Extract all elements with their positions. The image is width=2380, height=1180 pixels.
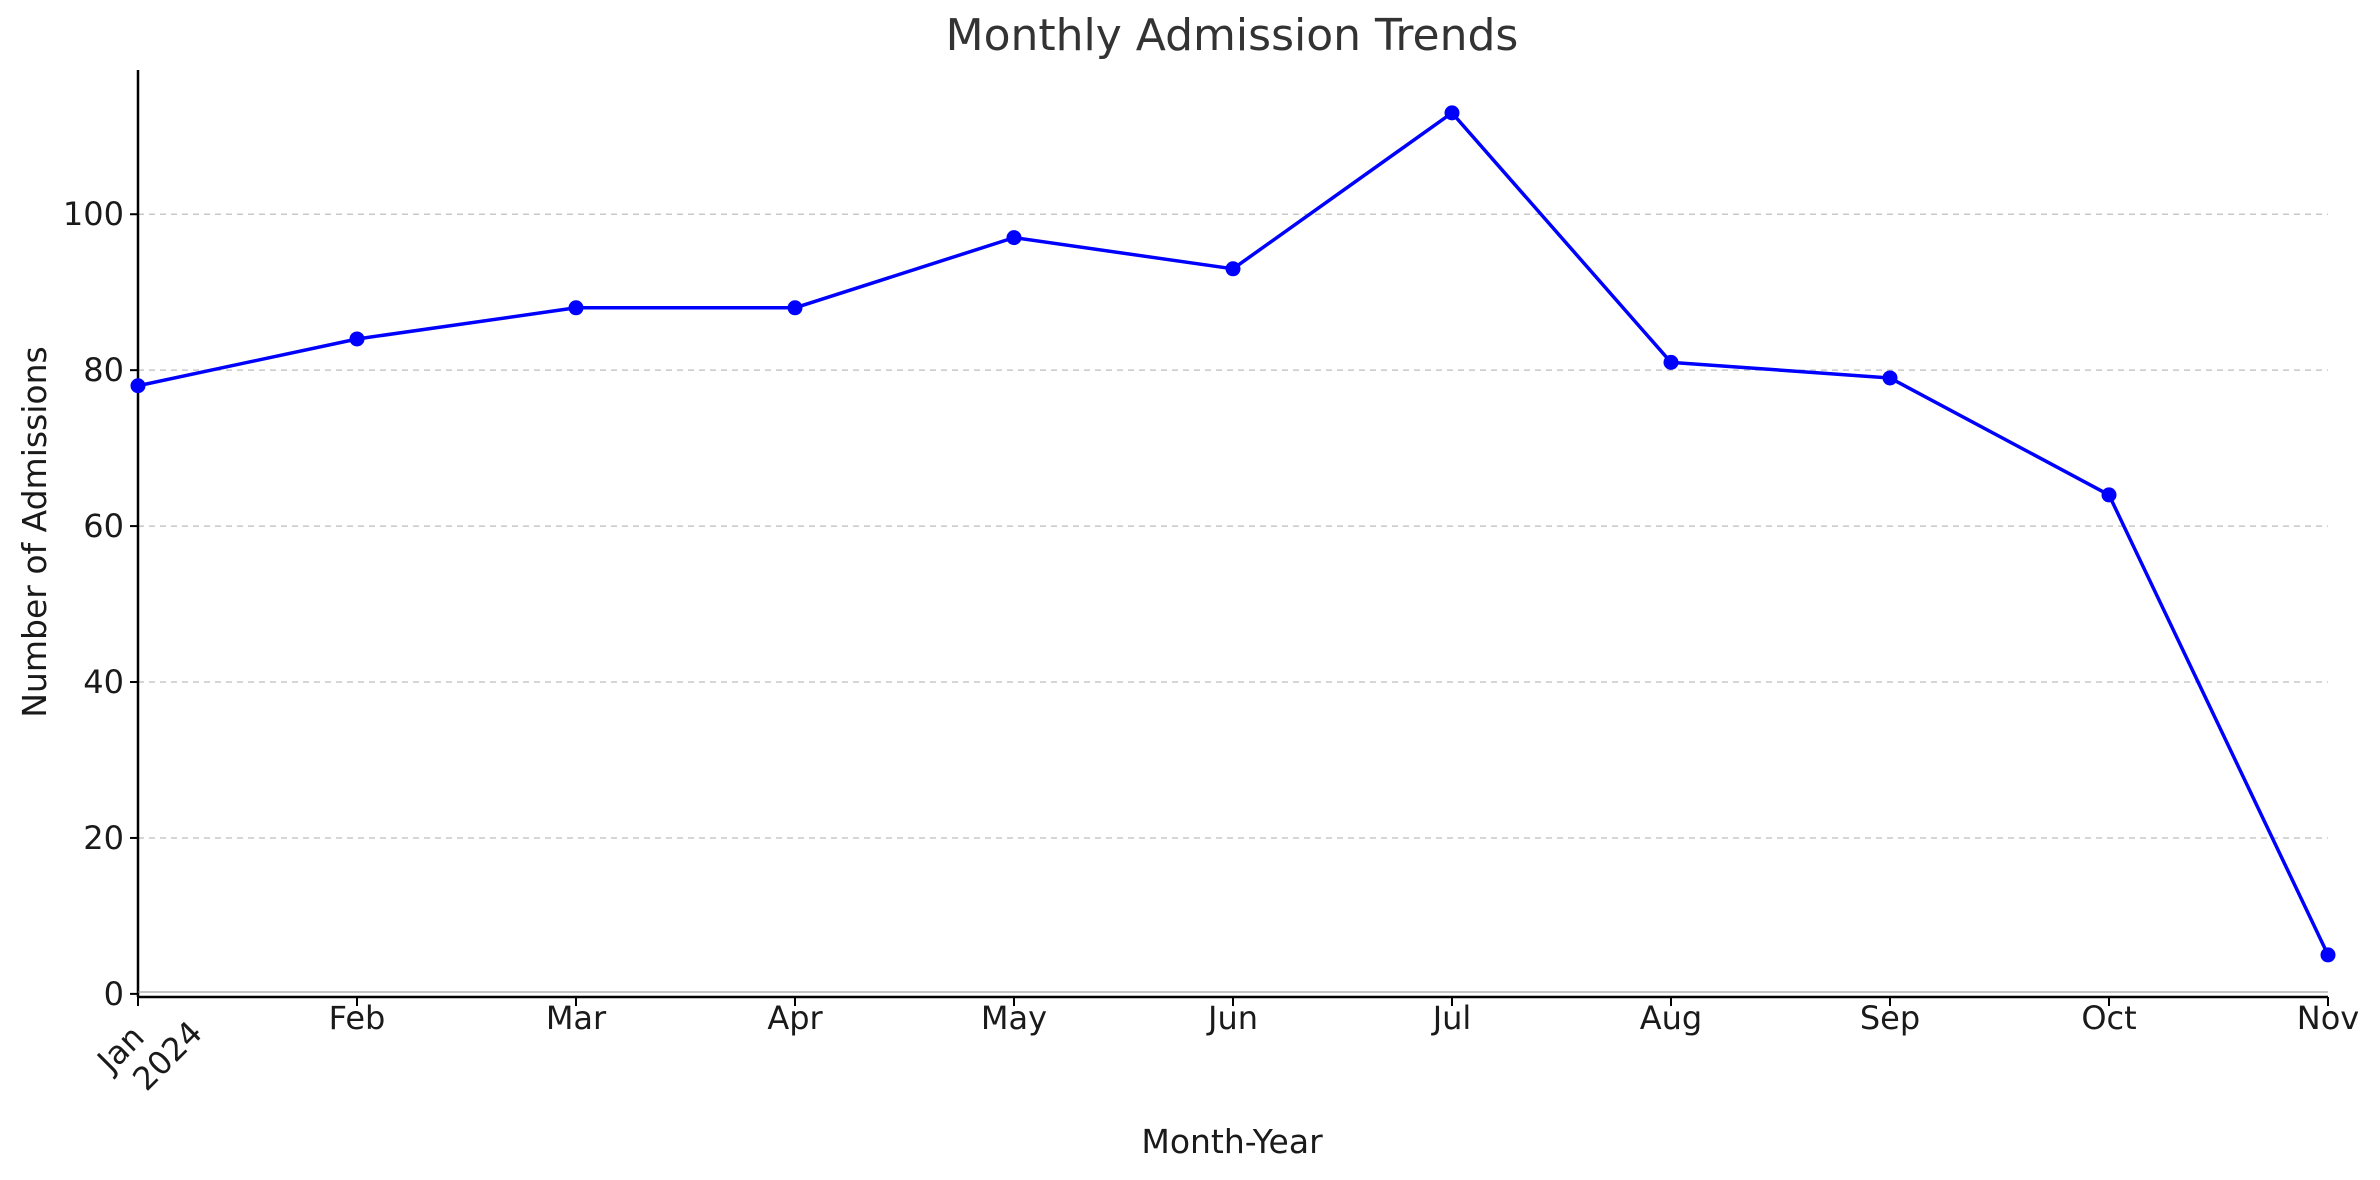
data-point-10 (2320, 947, 2336, 963)
x-tick-label-2: Mar (546, 999, 607, 1037)
data-point-4 (1006, 230, 1022, 246)
chart-title: Monthly Admission Trends (946, 10, 1519, 61)
y-tick-label-80: 80 (83, 351, 124, 389)
x-tick-label-3: Apr (767, 999, 823, 1037)
y-axis-ticks: 0 20 40 60 80 100 (63, 195, 138, 1013)
x-axis-ticks: Jan2024 Feb Mar Apr May Jun Jul Aug Sep Oct Nov (88, 997, 2359, 1098)
grid (138, 213, 2328, 839)
y-tick-label-60: 60 (83, 507, 124, 545)
x-tick-label-9: Oct (2081, 999, 2136, 1037)
data-point-9 (2101, 487, 2117, 503)
data-point-3 (787, 300, 803, 316)
series-line-0 (137, 111, 2330, 956)
x-tick-label-10: Nov (2297, 999, 2359, 1037)
y-tick-label-40: 40 (83, 663, 124, 701)
x-tick-label-7: Aug (1640, 999, 1702, 1037)
series-group (130, 105, 2336, 963)
x-tick-label-4: May (981, 999, 1047, 1037)
y-tick-label-0: 0 (104, 975, 124, 1013)
data-point-1 (349, 331, 365, 347)
data-point-0 (130, 378, 146, 394)
data-point-6 (1444, 105, 1460, 121)
x-tick-label-6: Jul (1431, 999, 1472, 1037)
y-tick-label-100: 100 (63, 195, 124, 233)
x-axis-label: Month-Year (1141, 1122, 1323, 1161)
data-point-2 (568, 300, 584, 316)
y-tick-label-20: 20 (83, 819, 124, 857)
data-point-8 (1882, 370, 1898, 386)
data-point-7 (1663, 354, 1679, 370)
x-tick-label-1: Feb (329, 999, 386, 1037)
y-axis-label: Number of Admissions (15, 346, 54, 717)
x-tick-label-5: Jun (1206, 999, 1258, 1037)
data-point-5 (1225, 261, 1241, 277)
axes (136, 70, 2328, 999)
x-tick-label-8: Sep (1860, 999, 1920, 1037)
